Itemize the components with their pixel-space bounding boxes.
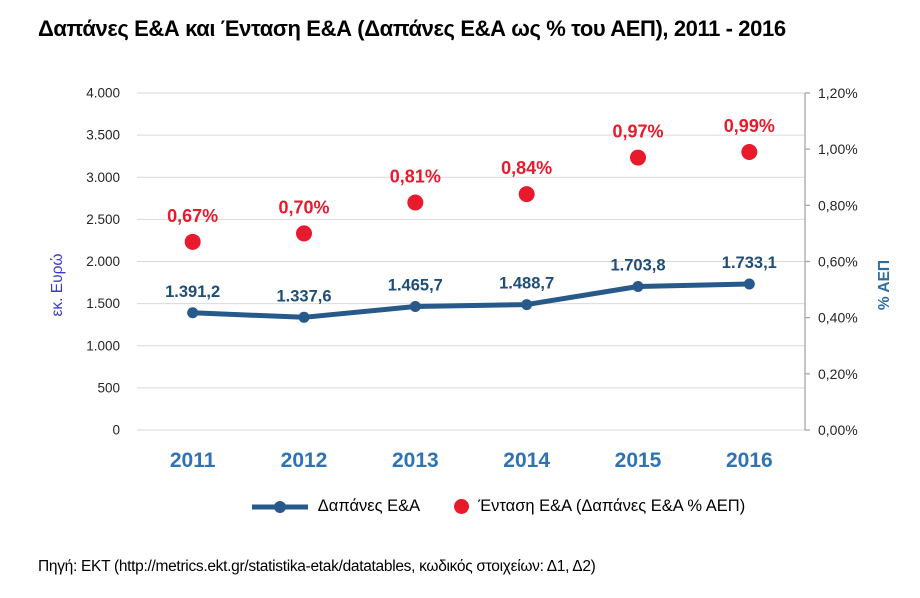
x-axis-label: 2015 bbox=[615, 449, 662, 472]
expenditure-line bbox=[190, 281, 752, 320]
left-axis-title: εκ. Ευρώ bbox=[49, 253, 66, 316]
intensity-value-label: 0,70% bbox=[278, 197, 329, 217]
legend-item-expenditure: Δαπάνες Ε&Α bbox=[251, 497, 420, 516]
intensity-value-label: 0,97% bbox=[612, 122, 663, 142]
intensity-value-label: 0,81% bbox=[390, 167, 441, 187]
expenditure-point bbox=[743, 278, 755, 290]
source-note: Πηγή: ΕΚΤ (http://metrics.ekt.gr/statist… bbox=[38, 558, 596, 575]
expenditure-point bbox=[409, 301, 421, 313]
legend-item-intensity: Ένταση Ε&Α (Δαπάνες Ε&Α % ΑΕΠ) bbox=[454, 497, 745, 516]
dot-icon bbox=[454, 499, 470, 514]
right-axis-tick-label: 0,40% bbox=[818, 310, 858, 326]
expenditure-point bbox=[521, 299, 533, 311]
intensity-point bbox=[518, 186, 535, 203]
x-axis-label: 2016 bbox=[726, 449, 773, 472]
right-axis-tick-label: 0,80% bbox=[818, 197, 858, 213]
right-axis-tick-label: 0,20% bbox=[818, 366, 858, 382]
intensity-point bbox=[630, 149, 646, 166]
x-axis-label: 2013 bbox=[392, 449, 439, 472]
intensity-value-label: 0,67% bbox=[167, 206, 218, 226]
left-axis-tick-label: 500 bbox=[97, 380, 120, 395]
left-axis-tick-label: 4.000 bbox=[86, 86, 120, 101]
expenditure-value-label: 1.337,6 bbox=[276, 287, 331, 305]
right-axis-tick-label: 0,60% bbox=[818, 254, 858, 270]
intensity-point bbox=[296, 225, 312, 242]
legend-label-expenditure: Δαπάνες Ε&Α bbox=[317, 497, 421, 515]
x-axis-label: 2014 bbox=[503, 449, 550, 472]
expenditure-point bbox=[298, 311, 310, 323]
left-axis-tick-label: 1.000 bbox=[86, 338, 120, 353]
intensity-point bbox=[184, 233, 201, 250]
chart-plot-area: 4.000 3.500 3.000 2.500 2.000 1.500 1.000 500 0 1… bbox=[49, 85, 893, 472]
expenditure-value-label: 1.391,2 bbox=[165, 283, 220, 301]
intensity-point bbox=[407, 194, 424, 211]
left-axis-tick-label: 1.500 bbox=[86, 296, 120, 311]
chart-title: Δαπάνες Ε&Α και Ένταση Ε&Α (Δαπάνες Ε&Α … bbox=[38, 16, 786, 41]
line-marker-icon bbox=[251, 500, 308, 513]
intensity-value-label: 0,84% bbox=[501, 158, 552, 178]
expenditure-point bbox=[187, 307, 199, 319]
expenditure-value-label: 1.733,1 bbox=[722, 254, 777, 272]
legend-label-intensity: Ένταση Ε&Α (Δαπάνες Ε&Α % ΑΕΠ) bbox=[478, 497, 746, 515]
left-axis-tick-label: 2.000 bbox=[86, 254, 120, 269]
right-axis-tick-label: 0,00% bbox=[818, 422, 858, 438]
left-axis-tick-label: 2.500 bbox=[86, 212, 120, 227]
right-axis-tick-label: 1,00% bbox=[818, 141, 858, 157]
intensity-point bbox=[741, 143, 758, 160]
chart-legend: Δαπάνες Ε&Α Ένταση Ε&Α (Δαπάνες Ε&Α % ΑΕ… bbox=[38, 497, 920, 516]
left-axis-tick-label: 3.500 bbox=[86, 128, 120, 143]
left-axis-tick-label: 0 bbox=[112, 423, 120, 438]
left-axis-tick-label: 3.000 bbox=[86, 170, 120, 185]
x-axis-label: 2011 bbox=[170, 449, 216, 472]
expenditure-point bbox=[632, 280, 644, 292]
right-axis-tick-label: 1,20% bbox=[818, 85, 858, 101]
expenditure-value-label: 1.488,7 bbox=[499, 275, 554, 293]
expenditure-value-label: 1.703,8 bbox=[610, 256, 665, 274]
expenditure-value-label: 1.465,7 bbox=[388, 277, 443, 295]
x-axis-label: 2012 bbox=[281, 449, 328, 472]
intensity-value-label: 0,99% bbox=[724, 116, 775, 136]
right-axis-title: % ΑΕΠ bbox=[876, 260, 893, 310]
